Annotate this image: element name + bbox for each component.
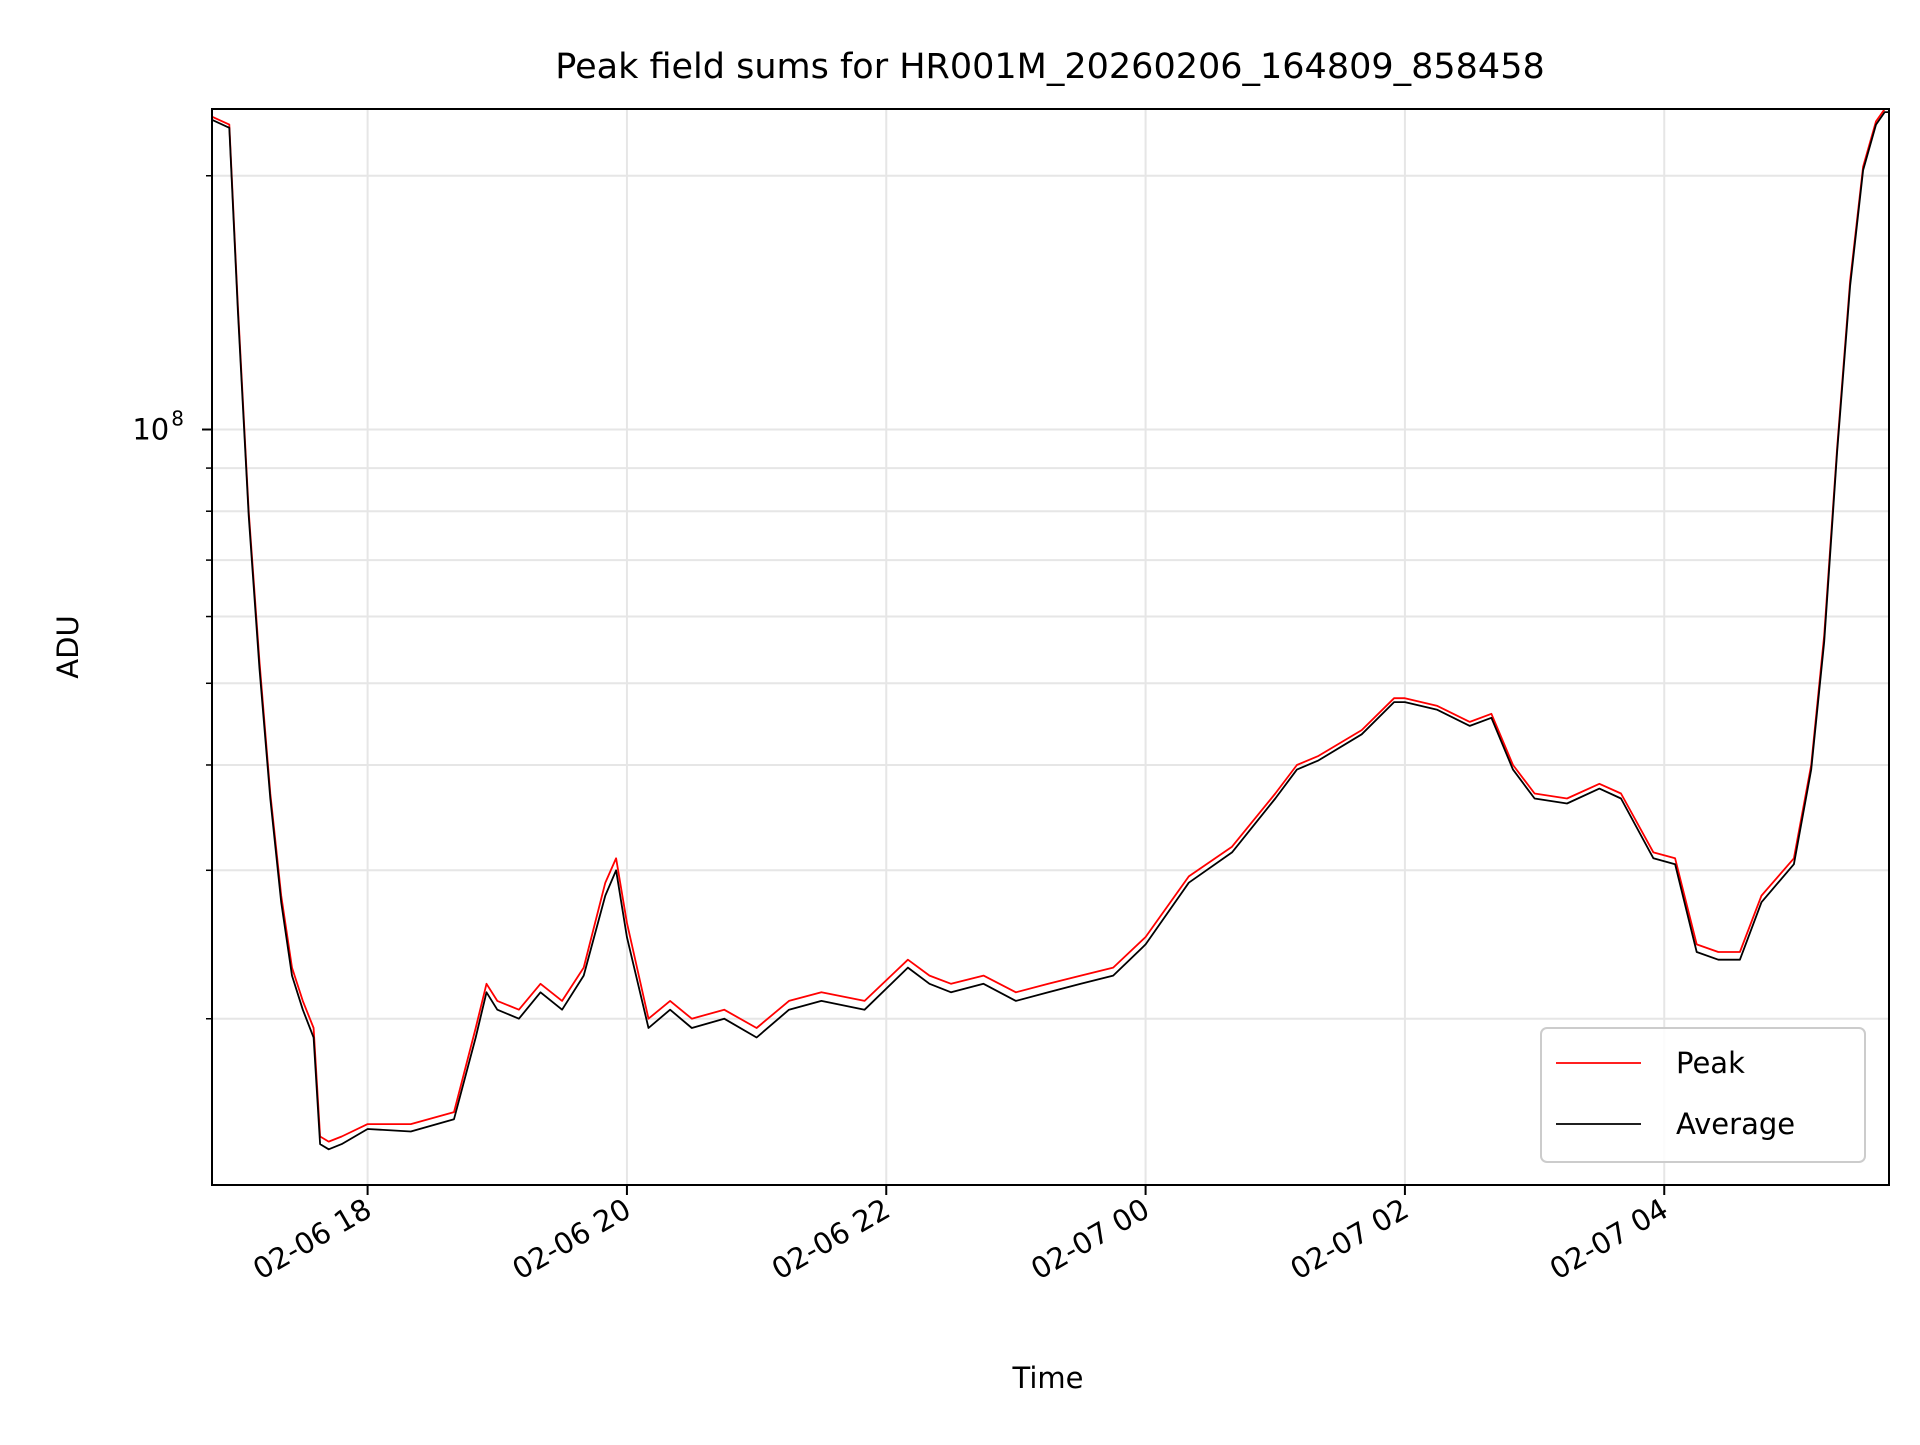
legend-label-average: Average [1676,1107,1795,1141]
plot-frame [211,108,1890,1186]
legend-box [1540,1027,1866,1163]
series-layer [211,108,1889,1151]
grid-layer [212,109,1889,1185]
x-axis-label: Time [1012,1361,1084,1395]
series-line-average [211,111,1889,1151]
series-line-peak [211,108,1889,1143]
chart-title: Peak field sums for HR001M_20260206_1648… [555,47,1545,87]
legend: Peak Average [1540,1027,1866,1163]
y-tick-exponent: 8 [171,407,184,431]
y-axis-label: ADU [51,615,85,678]
legend-label-peak: Peak [1676,1046,1745,1080]
